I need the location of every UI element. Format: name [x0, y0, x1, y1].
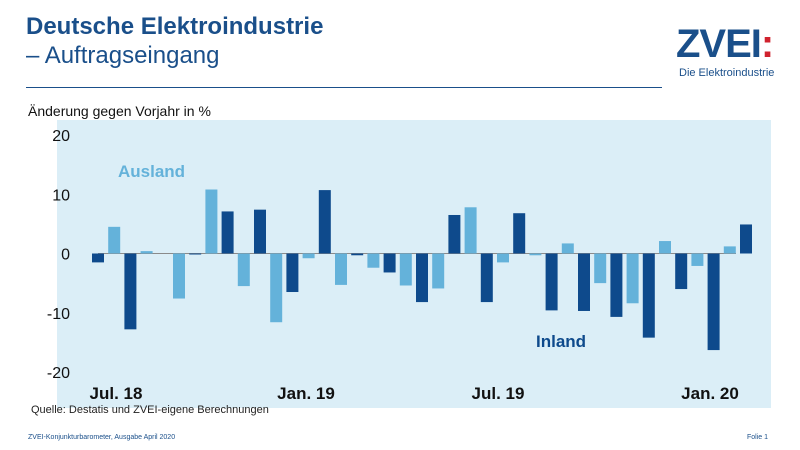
bar-ausland — [626, 253, 639, 304]
chart-svg: Änderung gegen Vorjahr in % 20 10 0 -10 -20 Ju… — [28, 103, 771, 408]
bar-ausland — [723, 246, 736, 254]
bar-ausland — [237, 253, 250, 287]
bar-inland — [124, 253, 137, 330]
y-tick-label: 20 — [52, 128, 70, 145]
bar-ausland — [205, 189, 218, 254]
page-subtitle: – Auftragseingang — [26, 42, 220, 69]
bar-inland — [480, 253, 493, 303]
bar-ausland — [464, 207, 477, 254]
zvei-logo: ZVEI: Die Elektroindustrie — [676, 22, 786, 84]
bar-ausland — [302, 253, 315, 259]
bar-inland — [545, 253, 558, 311]
y-axis-label: Änderung gegen Vorjahr in % — [28, 103, 211, 119]
logo-tagline: Die Elektroindustrie — [679, 67, 775, 79]
bar-ausland — [691, 253, 704, 266]
bar-inland — [578, 253, 590, 311]
x-tick-label: Jul. 18 — [90, 384, 143, 403]
x-tick-label: Jan. 19 — [277, 384, 335, 403]
logo-colon: : — [760, 22, 774, 66]
bar-inland — [318, 190, 331, 254]
bar-ausland — [561, 243, 574, 254]
annotation-ausland: Ausland — [118, 162, 185, 181]
y-tick-label: 10 — [52, 187, 70, 204]
bar-ausland — [108, 226, 121, 254]
bar-ausland — [173, 253, 185, 299]
footer-slide-number: Folie 1 — [746, 434, 768, 441]
bar-inland — [189, 253, 202, 255]
bar-inland — [92, 253, 104, 263]
bar-inland — [416, 253, 428, 303]
y-tick-label: -10 — [47, 306, 70, 323]
annotation-inland: Inland — [536, 332, 586, 351]
title-block: Deutsche Elektroindustrie – Auftragseing… — [26, 12, 323, 70]
bar-ausland — [140, 251, 153, 254]
bar-inland — [286, 253, 299, 293]
bar-ausland — [270, 253, 283, 323]
logo-word: ZVEI — [676, 22, 762, 66]
bar-ausland — [529, 253, 542, 256]
bar-ausland — [432, 253, 445, 289]
bar-inland — [448, 214, 461, 254]
bar-ausland — [335, 253, 347, 285]
bar-inland — [221, 211, 234, 254]
bar-inland — [254, 209, 266, 254]
bar-ausland — [367, 253, 380, 268]
bar-inland — [642, 253, 655, 338]
bar-inland — [351, 253, 364, 256]
page-title: Deutsche Elektroindustrie — [26, 13, 324, 40]
bar-ausland — [594, 253, 607, 284]
logo-wordmark: ZVEI: — [676, 22, 774, 66]
bar-ausland — [399, 253, 412, 286]
bar-inland — [513, 213, 526, 254]
bar-inland — [383, 253, 396, 273]
bar-ausland — [659, 241, 671, 254]
source-note: Quelle: Destatis und ZVEI-eigene Berechn… — [31, 404, 269, 416]
bar-inland — [675, 253, 688, 290]
bar-inland — [707, 253, 720, 351]
chart: Änderung gegen Vorjahr in % 20 10 0 -10 -20 Ju… — [26, 100, 774, 412]
y-tick-label: 0 — [61, 247, 70, 264]
bar-inland — [740, 224, 752, 254]
bar-ausland — [497, 253, 509, 263]
bar-inland — [610, 253, 623, 317]
x-tick-label: Jan. 20 — [681, 384, 739, 403]
x-tick-label: Jul. 19 — [472, 384, 525, 403]
title-rule — [26, 87, 662, 88]
footer-edition: ZVEI-Konjunkturbarometer, Ausgabe April … — [28, 434, 176, 441]
y-tick-label: -20 — [47, 365, 70, 382]
